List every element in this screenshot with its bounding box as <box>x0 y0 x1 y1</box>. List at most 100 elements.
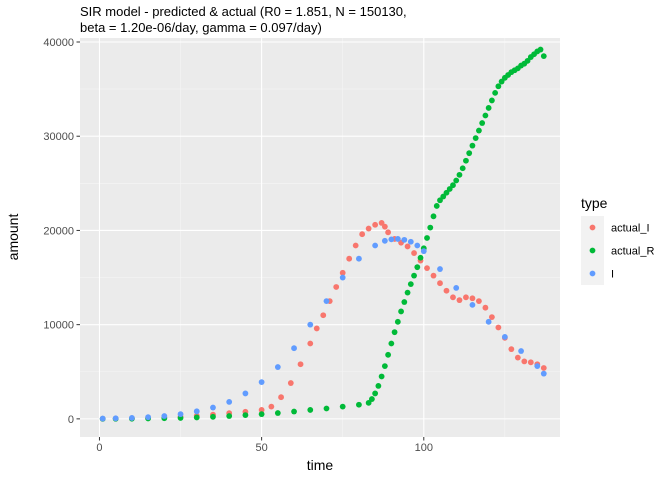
data-point <box>463 157 469 164</box>
data-point <box>177 411 184 418</box>
data-point <box>450 294 456 301</box>
data-point <box>339 274 346 281</box>
data-point <box>394 236 401 242</box>
data-point <box>375 382 382 389</box>
y-tick-label: 40000 <box>43 37 74 49</box>
chart-title-line1: SIR model - predicted & actual (R0 = 1.8… <box>80 4 407 19</box>
data-point <box>287 380 294 386</box>
data-point <box>524 57 531 64</box>
data-point <box>333 284 340 290</box>
grid-minor <box>80 38 560 437</box>
data-point <box>459 165 466 172</box>
data-point <box>378 219 385 226</box>
data-point <box>372 221 379 228</box>
data-point <box>401 299 408 305</box>
data-point <box>352 242 359 249</box>
data-point <box>443 287 450 294</box>
legend-key-dot <box>589 224 596 231</box>
data-point <box>501 333 508 340</box>
x-tick-label: 0 <box>96 442 102 454</box>
data-point <box>356 401 362 408</box>
data-point <box>258 411 265 418</box>
data-point <box>508 346 515 353</box>
data-point <box>463 294 469 301</box>
data-point <box>391 329 398 336</box>
data-point <box>258 379 265 386</box>
y-tick-label: 30000 <box>43 131 74 143</box>
data-point <box>518 348 524 354</box>
data-point <box>537 46 544 53</box>
data-point <box>466 150 473 157</box>
data-point <box>112 415 119 422</box>
data-point <box>313 325 320 332</box>
data-point <box>307 321 314 328</box>
data-point <box>307 407 314 413</box>
data-point <box>440 193 447 200</box>
data-point <box>514 354 521 361</box>
data-point <box>242 390 249 397</box>
y-axis-ticks: 0 10000 20000 30000 40000 <box>43 37 80 426</box>
data-point <box>417 254 424 261</box>
data-point <box>469 295 476 302</box>
data-point <box>430 272 437 279</box>
data-point <box>381 223 388 230</box>
data-point <box>401 236 408 243</box>
data-point <box>274 410 281 416</box>
data-point <box>488 97 495 104</box>
data-point <box>210 404 216 411</box>
chart-title-line2: beta = 1.20e-06/day, gamma = 0.097/day) <box>80 20 322 35</box>
data-point <box>193 414 200 421</box>
data-points <box>99 46 547 422</box>
y-tick-label: 10000 <box>43 320 74 332</box>
legend-keys: actual_I actual_R I <box>581 216 654 285</box>
data-point <box>414 242 421 249</box>
data-point <box>320 312 327 319</box>
legend-label: actual_I <box>611 223 650 235</box>
y-tick-label: 20000 <box>43 225 74 237</box>
data-point <box>495 324 502 331</box>
data-point <box>378 373 385 380</box>
data-point <box>404 289 411 296</box>
data-point <box>394 318 401 325</box>
data-point <box>291 345 297 352</box>
legend-title: type <box>581 195 608 211</box>
data-point <box>424 235 430 241</box>
legend: type actual_I actual_R I <box>581 195 654 285</box>
data-point <box>368 396 375 402</box>
data-point <box>372 390 379 397</box>
data-point <box>385 351 392 358</box>
plot-panel <box>80 38 560 437</box>
data-point <box>433 203 440 209</box>
data-point <box>492 89 499 96</box>
data-point <box>437 197 443 204</box>
data-point <box>381 237 388 244</box>
data-point <box>485 318 492 325</box>
data-point <box>407 238 414 245</box>
series-I <box>99 236 547 422</box>
data-point <box>450 182 456 189</box>
data-point <box>437 280 443 287</box>
grid-major <box>80 38 560 437</box>
y-tick-label: 0 <box>68 414 74 426</box>
data-point <box>339 403 346 410</box>
data-point <box>356 255 362 262</box>
x-axis-title: time <box>307 457 334 473</box>
data-point <box>540 53 547 60</box>
data-point <box>456 297 463 304</box>
y-axis-title: amount <box>5 214 21 261</box>
data-point <box>372 242 379 249</box>
series-actual-R <box>99 46 547 422</box>
data-point <box>476 298 482 304</box>
data-point <box>145 414 152 421</box>
data-point <box>242 412 249 418</box>
data-point <box>411 250 417 256</box>
data-point <box>381 363 388 370</box>
data-point <box>453 177 460 184</box>
data-point <box>469 142 476 149</box>
data-point <box>446 186 453 192</box>
data-point <box>365 399 372 406</box>
data-point <box>388 340 395 347</box>
legend-label: I <box>611 269 614 281</box>
legend-key-dot <box>589 270 596 277</box>
